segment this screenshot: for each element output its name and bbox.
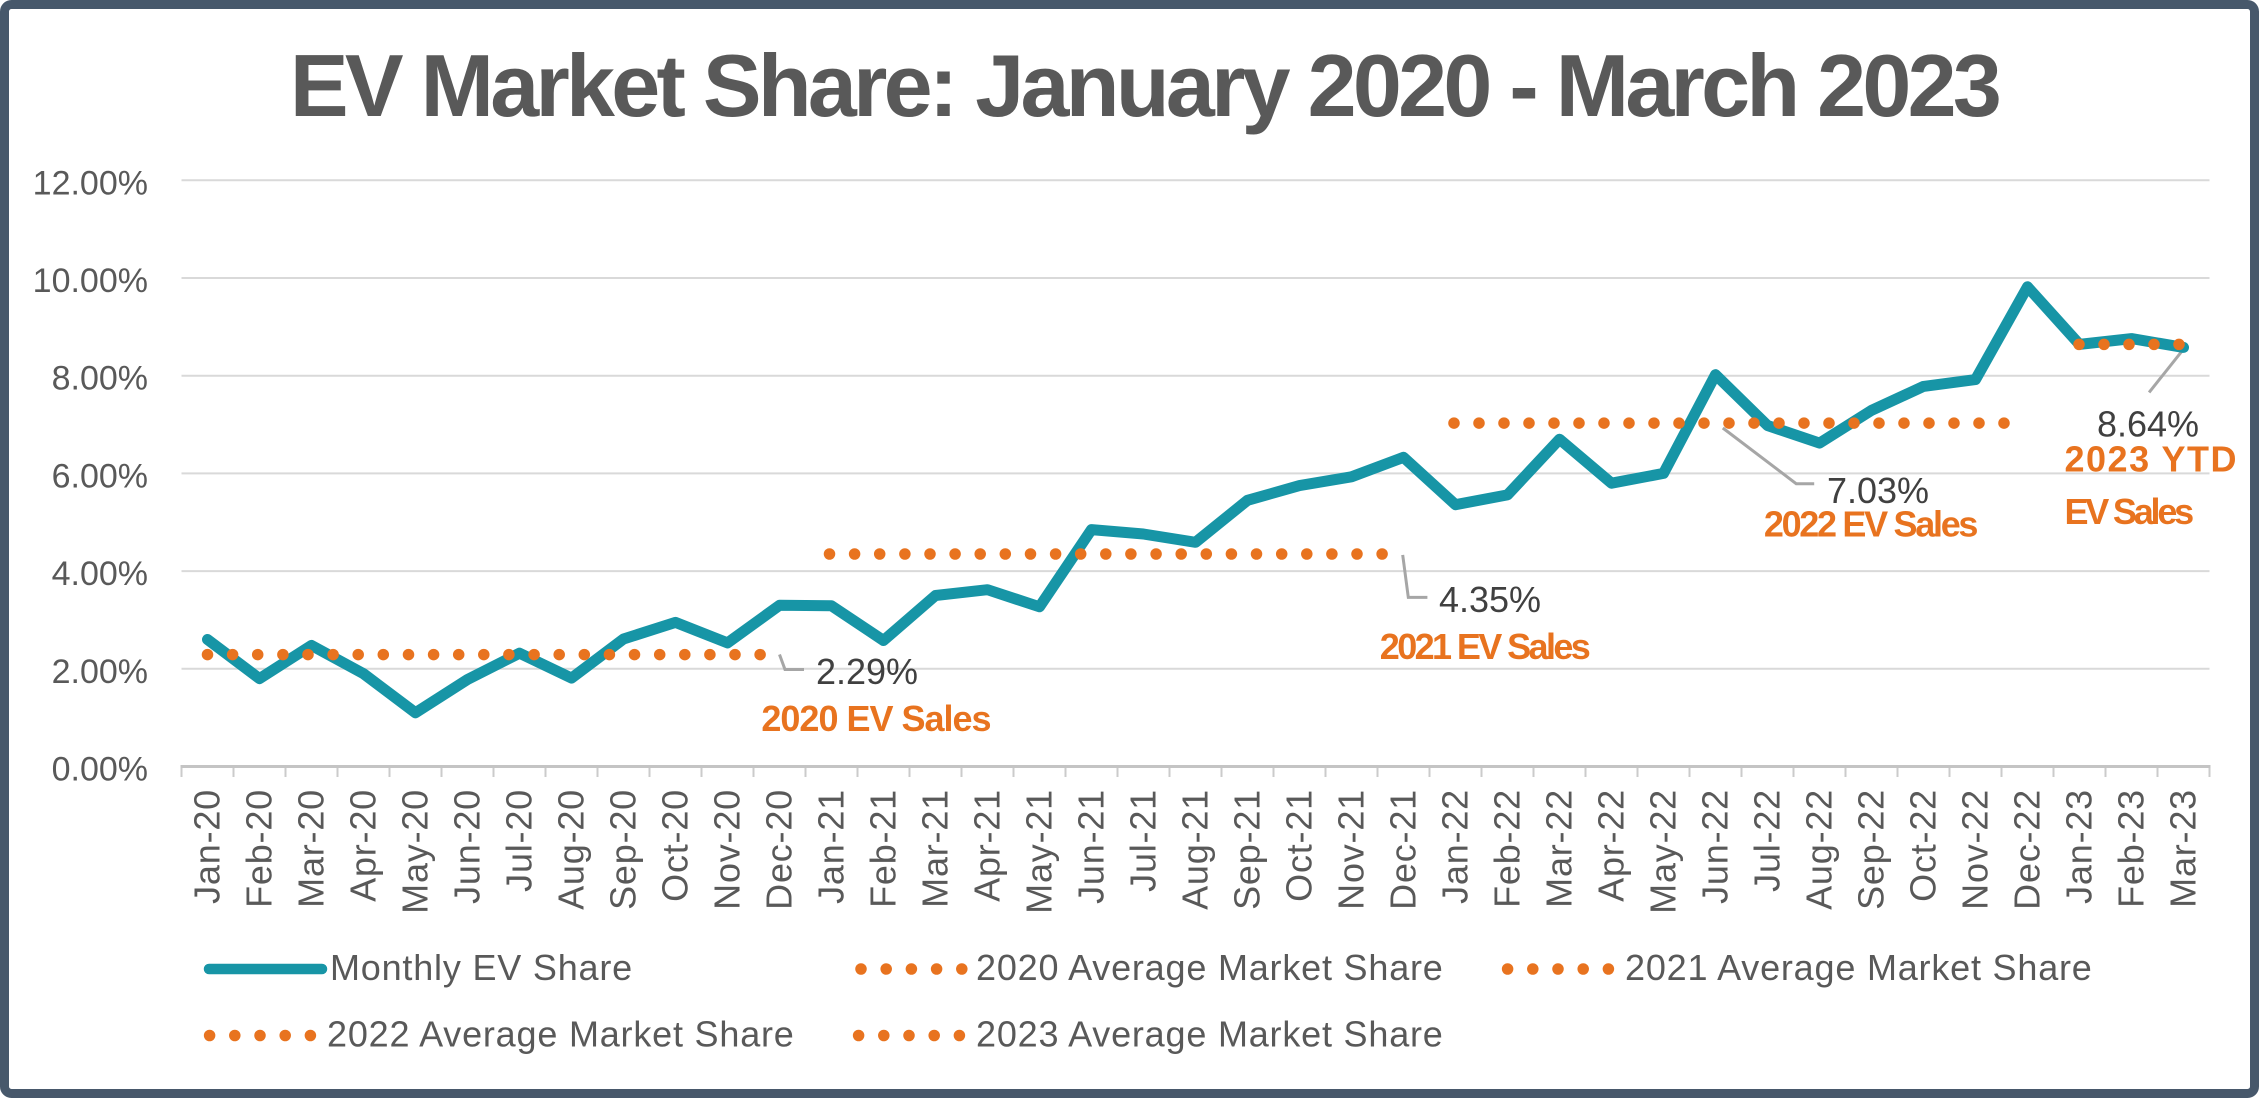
- svg-text:Apr-21: Apr-21: [967, 789, 1008, 902]
- svg-text:Sep-22: Sep-22: [1851, 789, 1892, 910]
- svg-text:Nov-20: Nov-20: [707, 789, 748, 910]
- svg-text:Mar-23: Mar-23: [2163, 789, 2204, 908]
- svg-text:2020 Average Market Share: 2020 Average Market Share: [976, 947, 1444, 988]
- svg-text:Mar-20: Mar-20: [291, 789, 332, 908]
- svg-text:Feb-21: Feb-21: [863, 789, 904, 908]
- svg-text:Jun-22: Jun-22: [1695, 789, 1736, 904]
- svg-text:Sep-21: Sep-21: [1227, 789, 1268, 910]
- svg-text:Dec-22: Dec-22: [2007, 789, 2048, 910]
- svg-text:Jan-21: Jan-21: [811, 789, 852, 904]
- svg-text:Feb-23: Feb-23: [2111, 789, 2152, 908]
- svg-text:Jan-22: Jan-22: [1435, 789, 1476, 904]
- svg-text:Aug-22: Aug-22: [1799, 789, 1840, 910]
- svg-text:Feb-22: Feb-22: [1487, 789, 1528, 908]
- svg-text:Sep-20: Sep-20: [603, 789, 644, 910]
- svg-text:Jul-22: Jul-22: [1747, 789, 1788, 892]
- svg-text:2020 EV Sales: 2020 EV Sales: [761, 698, 990, 739]
- svg-text:2.29%: 2.29%: [816, 651, 918, 692]
- svg-text:Jun-20: Jun-20: [447, 789, 488, 904]
- svg-text:10.00%: 10.00%: [33, 262, 148, 300]
- svg-text:Apr-20: Apr-20: [343, 789, 384, 902]
- svg-text:2023 Average Market Share: 2023 Average Market Share: [976, 1014, 1444, 1055]
- svg-text:Jul-21: Jul-21: [1123, 789, 1164, 892]
- svg-text:0.00%: 0.00%: [52, 751, 148, 789]
- svg-text:4.35%: 4.35%: [1439, 579, 1541, 620]
- svg-text:12.00%: 12.00%: [33, 164, 148, 202]
- svg-text:Jun-21: Jun-21: [1071, 789, 1112, 904]
- svg-text:Dec-20: Dec-20: [759, 789, 800, 910]
- svg-text:2021 EV Sales: 2021 EV Sales: [1380, 626, 1590, 667]
- svg-text:7.03%: 7.03%: [1827, 470, 1929, 511]
- svg-text:Oct-20: Oct-20: [655, 789, 696, 902]
- svg-text:May-22: May-22: [1643, 789, 1684, 914]
- svg-text:2.00%: 2.00%: [52, 653, 148, 691]
- svg-text:Oct-21: Oct-21: [1279, 789, 1320, 902]
- svg-text:Aug-21: Aug-21: [1175, 789, 1216, 910]
- svg-text:Dec-21: Dec-21: [1383, 789, 1424, 910]
- svg-text:Jul-20: Jul-20: [499, 789, 540, 892]
- svg-text:Feb-20: Feb-20: [239, 789, 280, 908]
- svg-text:Monthly EV Share: Monthly EV Share: [330, 947, 633, 988]
- svg-text:Nov-22: Nov-22: [1955, 789, 1996, 910]
- svg-text:2021 Average Market Share: 2021 Average Market Share: [1625, 947, 2093, 988]
- svg-text:May-21: May-21: [1019, 789, 1060, 914]
- svg-text:2022 Average Market Share: 2022 Average Market Share: [327, 1014, 795, 1055]
- svg-text:4.00%: 4.00%: [52, 555, 148, 593]
- svg-text:8.64%: 8.64%: [2097, 404, 2199, 445]
- svg-text:Aug-20: Aug-20: [551, 789, 592, 910]
- svg-text:Mar-22: Mar-22: [1539, 789, 1580, 908]
- svg-text:EV Market Share: January 2020: EV Market Share: January 2020 - March 20…: [290, 36, 1999, 135]
- svg-text:EV Sales: EV Sales: [2065, 491, 2194, 532]
- svg-text:Nov-21: Nov-21: [1331, 789, 1372, 910]
- svg-text:8.00%: 8.00%: [52, 360, 148, 398]
- svg-text:Oct-22: Oct-22: [1903, 789, 1944, 902]
- svg-text:Apr-22: Apr-22: [1591, 789, 1632, 902]
- svg-text:2023 YTD: 2023 YTD: [2065, 439, 2238, 480]
- svg-text:2022 EV Sales: 2022 EV Sales: [1764, 504, 1978, 545]
- svg-text:6.00%: 6.00%: [52, 457, 148, 495]
- svg-text:Mar-21: Mar-21: [915, 789, 956, 908]
- svg-text:May-20: May-20: [395, 789, 436, 914]
- svg-text:Jan-20: Jan-20: [187, 789, 228, 904]
- svg-text:Jan-23: Jan-23: [2059, 789, 2100, 904]
